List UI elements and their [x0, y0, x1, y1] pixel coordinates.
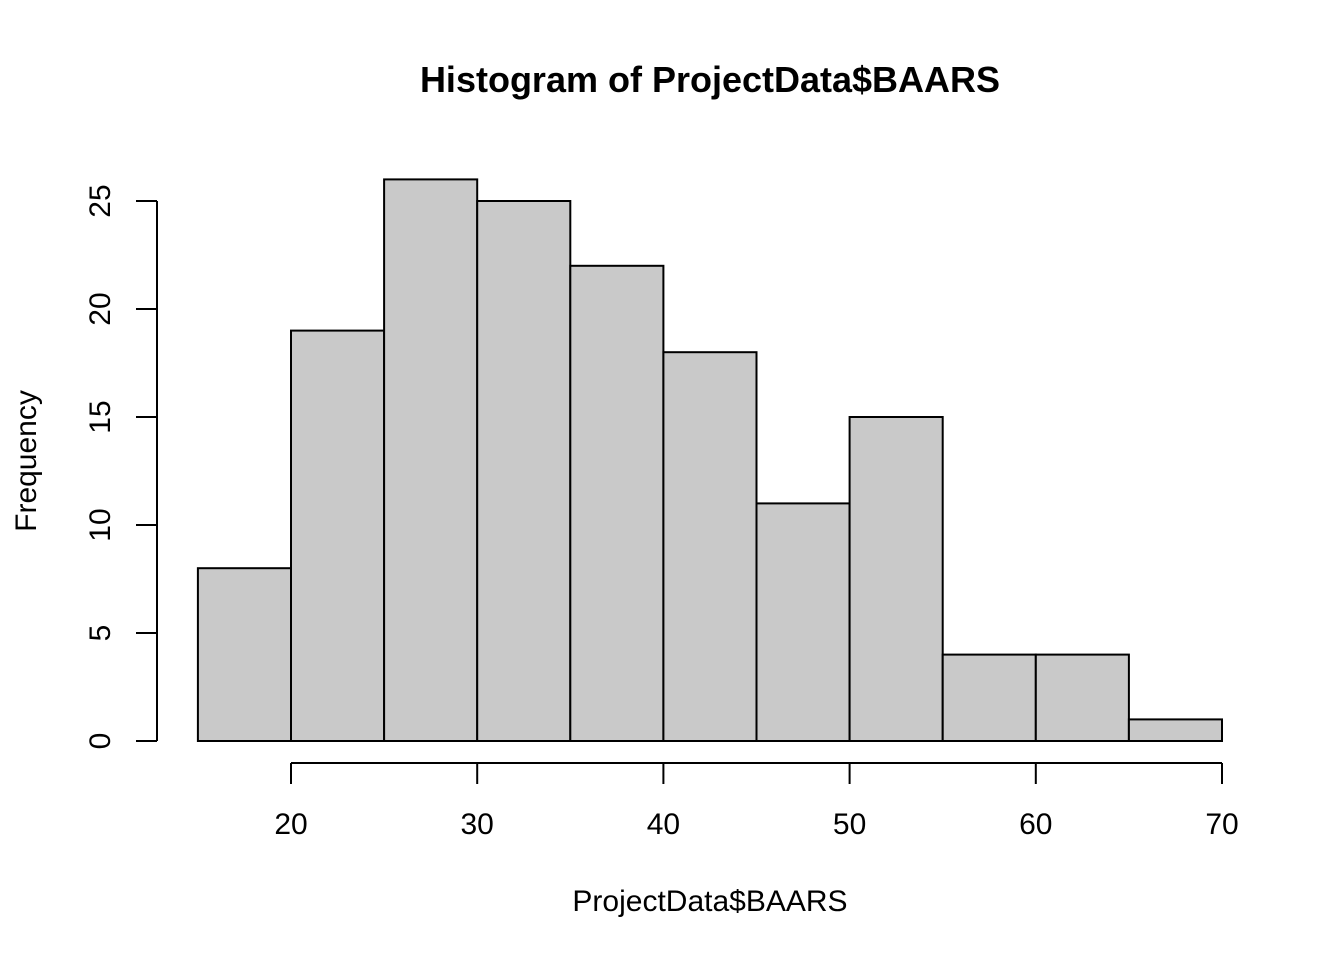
histogram-bar-5 — [662, 351, 758, 742]
histogram-bar-4 — [569, 264, 665, 742]
histogram-bar-1 — [290, 329, 386, 742]
x-tick-label: 40 — [647, 808, 680, 841]
y-tick-label: 20 — [84, 292, 117, 325]
x-axis-label: ProjectData$BAARS — [572, 885, 847, 918]
y-tick-label: 5 — [84, 625, 117, 642]
y-tick-label: 0 — [84, 733, 117, 750]
histogram-bar-0 — [196, 567, 292, 743]
histogram-bar-7 — [848, 416, 944, 742]
histogram-bar-2 — [383, 178, 479, 742]
chart-title: Histogram of ProjectData$BAARS — [420, 59, 1000, 100]
bars-group — [196, 178, 1224, 743]
histogram-bar-8 — [941, 653, 1037, 742]
y-tick-label: 15 — [84, 400, 117, 433]
y-tick-label: 10 — [84, 508, 117, 541]
histogram-bar-10 — [1127, 718, 1224, 743]
histogram-bar-6 — [755, 502, 851, 742]
x-tick-label: 50 — [833, 808, 866, 841]
y-axis-label: Frequency — [10, 390, 43, 532]
y-tick-label: 25 — [84, 184, 117, 217]
x-tick-label: 20 — [274, 808, 307, 841]
x-tick-label: 60 — [1019, 808, 1052, 841]
histogram-bar-3 — [476, 200, 572, 742]
x-tick-label: 70 — [1205, 808, 1238, 841]
y-axis: 0 5 10 15 20 25 — [84, 184, 158, 750]
x-tick-label: 30 — [461, 808, 494, 841]
x-axis: 20 30 40 50 60 70 — [274, 762, 1239, 841]
histogram-bar-9 — [1034, 653, 1130, 742]
